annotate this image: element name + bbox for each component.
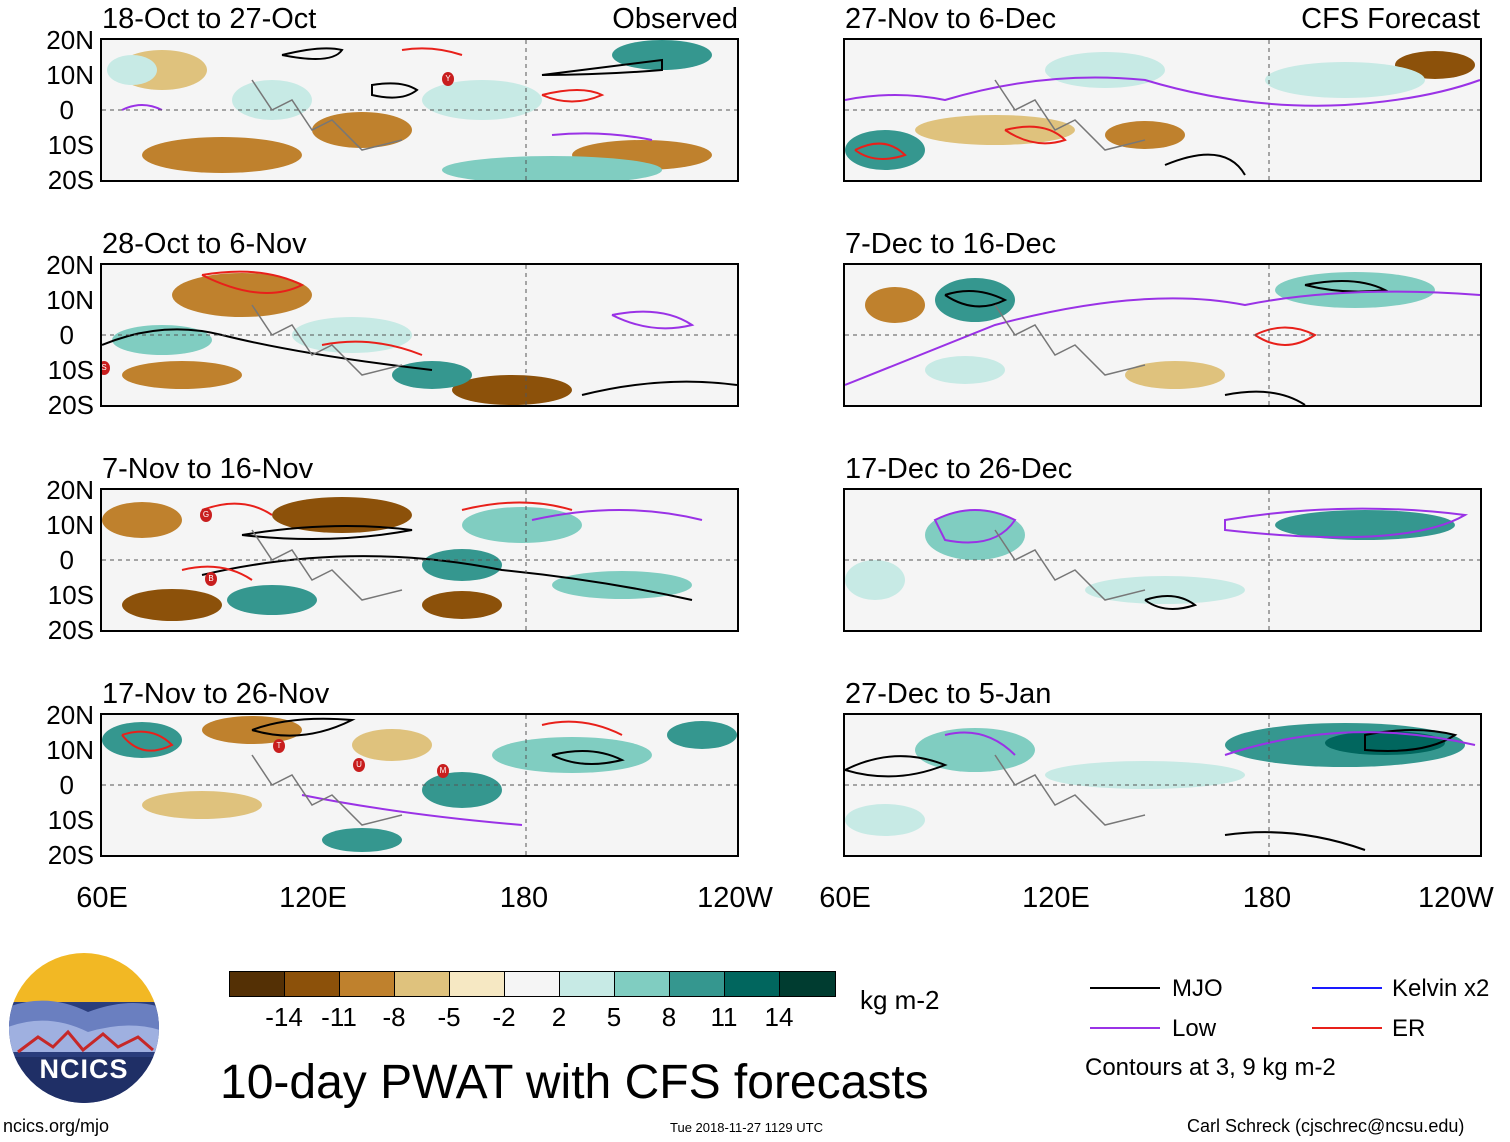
colorbar-tick: -14 (265, 1002, 303, 1032)
colorbar-tick: 14 (764, 1002, 794, 1032)
colorbar-tick: 2 (551, 1002, 567, 1032)
legend-low-line (1090, 1027, 1160, 1029)
footer-url[interactable]: ncics.org/mjo (3, 1116, 110, 1136)
x-tick-180: 180 (499, 882, 549, 914)
map-panel-observed-3: G B (100, 488, 739, 632)
y-tick-20s: 20S (47, 840, 94, 870)
y-tick-20n: 20N (46, 700, 94, 730)
panel-title-8: 27-Dec to 5-Jan (845, 678, 1052, 710)
colorbar-units: kg m-2 (860, 985, 940, 1015)
storm-marker-u: U (353, 758, 365, 772)
storm-marker-g: G (200, 508, 212, 522)
footer-author: Carl Schreck (cjschrec@ncsu.edu) (1187, 1116, 1465, 1136)
y-tick-20n: 20N (46, 250, 94, 280)
x-tick-60e: 60E (819, 882, 871, 914)
x-tick-180: 180 (1242, 882, 1292, 914)
legend-kelvin-label: Kelvin x2 (1392, 975, 1490, 1002)
colorbar-swatch-5 (450, 972, 505, 996)
cfs-forecast-label: CFS Forecast (1301, 3, 1480, 35)
colorbar-tick: 8 (661, 1002, 677, 1032)
y-tick-20n: 20N (46, 25, 94, 55)
y-tick-10n: 10N (46, 735, 94, 765)
colorbar-tick: 11 (710, 1002, 738, 1032)
storm-marker-s: S (102, 361, 110, 375)
colorbar-tick: -8 (382, 1002, 406, 1032)
legend-mjo-line (1090, 987, 1160, 989)
panel-title-7: 17-Nov to 26-Nov (102, 678, 330, 710)
y-tick-20s: 20S (47, 615, 94, 645)
y-tick-10s: 10S (47, 580, 94, 610)
y-tick-0: 0 (59, 320, 74, 350)
ncics-logo: NCICS (8, 952, 160, 1104)
colorbar-tick: -2 (492, 1002, 516, 1032)
y-tick-10s: 10S (47, 805, 94, 835)
main-title: 10-day PWAT with CFS forecasts (220, 1056, 929, 1109)
panel-title-4: 7-Dec to 16-Dec (845, 228, 1057, 260)
colorbar-swatch-6 (505, 972, 560, 996)
x-tick-120e: 120E (1022, 882, 1090, 914)
map-panel-forecast-4 (843, 713, 1482, 857)
y-tick-20s: 20S (47, 165, 94, 195)
map-panel-forecast-1 (843, 38, 1482, 182)
colorbar-swatch-8 (615, 972, 670, 996)
colorbar-swatch-7 (560, 972, 615, 996)
panel-title-1: 18-Oct to 27-Oct (102, 3, 317, 35)
storm-marker-m: M (437, 764, 449, 778)
colorbar-swatch-9 (670, 972, 725, 996)
legend-mjo-label: MJO (1172, 975, 1223, 1002)
y-tick-0: 0 (59, 95, 74, 125)
y-tick-10n: 10N (46, 285, 94, 315)
x-tick-120w: 120W (1418, 882, 1494, 914)
colorbar-swatch-11 (780, 972, 835, 996)
x-tick-120w: 120W (697, 882, 773, 914)
y-tick-10n: 10N (46, 60, 94, 90)
legend-note: Contours at 3, 9 kg m-2 (1085, 1054, 1336, 1081)
colorbar-swatch-1 (230, 972, 285, 996)
y-tick-20s: 20S (47, 390, 94, 420)
legend-er-label: ER (1392, 1015, 1426, 1042)
colorbar-tick: -5 (437, 1002, 461, 1032)
map-panel-observed-4: T U M (100, 713, 739, 857)
colorbar-tick: -11 (321, 1002, 357, 1032)
legend-kelvin-line (1312, 987, 1382, 989)
panel-title-6: 17-Dec to 26-Dec (845, 453, 1073, 485)
storm-marker-y: Y (442, 72, 454, 86)
y-tick-0: 0 (59, 770, 74, 800)
y-tick-0: 0 (59, 545, 74, 575)
y-tick-20n: 20N (46, 475, 94, 505)
colorbar (229, 971, 836, 997)
map-panel-observed-1: Y (100, 38, 739, 182)
observed-label: Observed (612, 3, 738, 35)
y-tick-10s: 10S (47, 355, 94, 385)
x-tick-60e: 60E (76, 882, 128, 914)
y-tick-10n: 10N (46, 510, 94, 540)
map-panel-observed-2: S (100, 263, 739, 407)
x-tick-120e: 120E (279, 882, 347, 914)
colorbar-swatch-3 (340, 972, 395, 996)
storm-marker-t: T (273, 739, 285, 753)
panel-title-2: 27-Nov to 6-Dec (845, 3, 1057, 35)
colorbar-swatch-2 (285, 972, 340, 996)
map-panel-forecast-3 (843, 488, 1482, 632)
legend-er-line (1312, 1027, 1382, 1029)
colorbar-tick: 5 (606, 1002, 622, 1032)
legend-low-label: Low (1172, 1015, 1217, 1042)
colorbar-swatch-4 (395, 972, 450, 996)
panel-title-3: 28-Oct to 6-Nov (102, 228, 307, 260)
footer-timestamp: Tue 2018-11-27 1129 UTC (670, 1120, 823, 1135)
y-tick-10s: 10S (47, 130, 94, 160)
map-panel-forecast-2 (843, 263, 1482, 407)
storm-marker-b: B (205, 572, 217, 586)
colorbar-swatch-10 (725, 972, 780, 996)
panel-title-5: 7-Nov to 16-Nov (102, 453, 314, 485)
logo-text: NCICS (39, 1054, 129, 1084)
